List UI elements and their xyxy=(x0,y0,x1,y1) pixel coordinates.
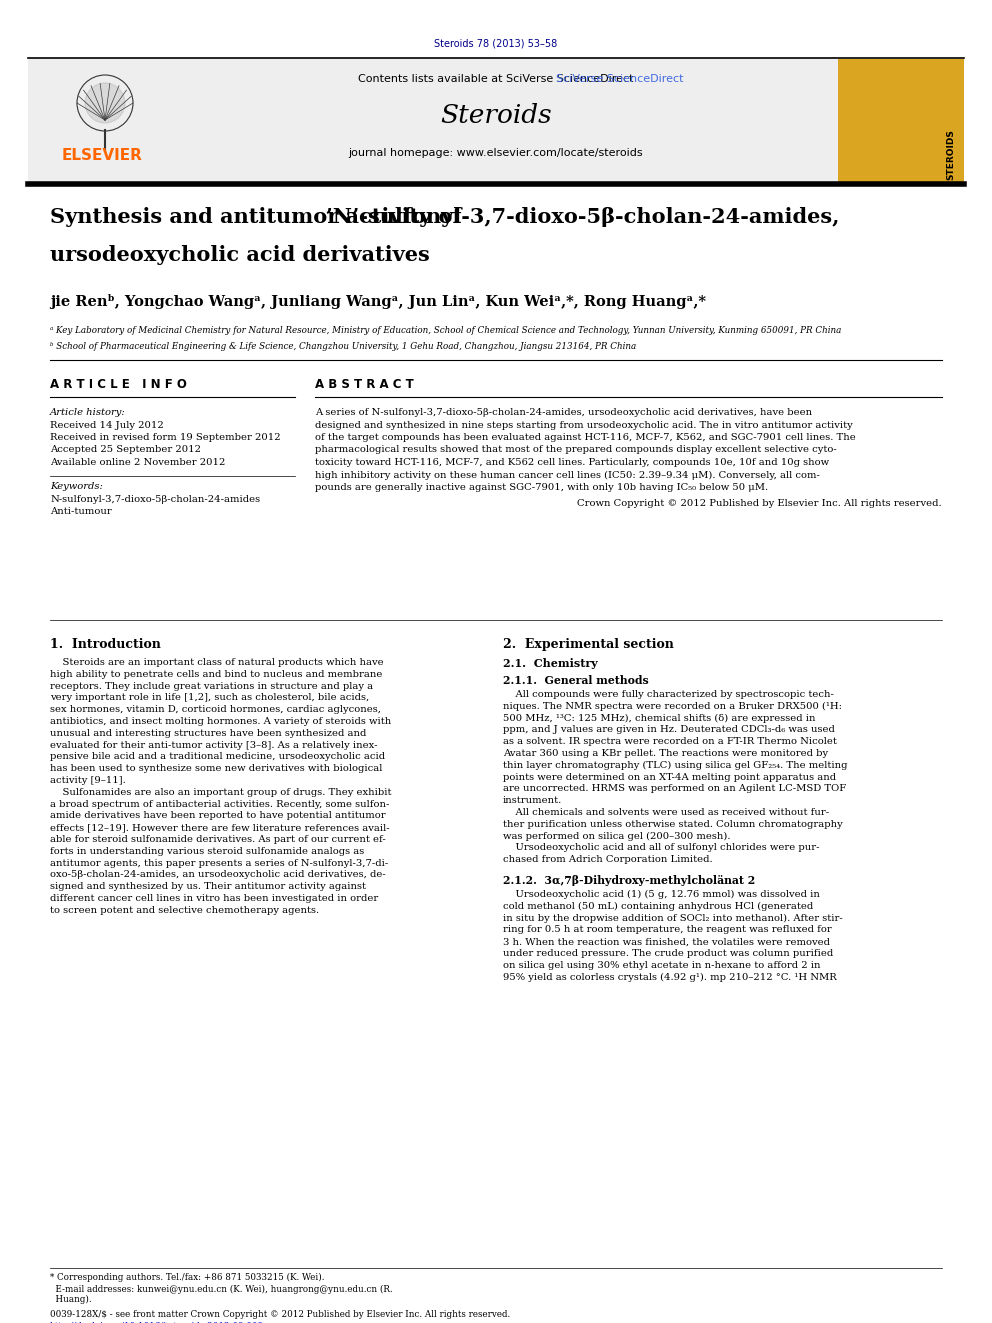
Text: Keywords:: Keywords: xyxy=(50,482,103,491)
Text: forts in understanding various steroid sulfonamide analogs as: forts in understanding various steroid s… xyxy=(50,847,364,856)
Text: amide derivatives have been reported to have potential antitumor: amide derivatives have been reported to … xyxy=(50,811,386,820)
Text: All chemicals and solvents were used as received without fur-: All chemicals and solvents were used as … xyxy=(503,808,829,818)
Text: Huang).: Huang). xyxy=(50,1295,91,1304)
Text: 1.  Introduction: 1. Introduction xyxy=(50,638,161,651)
Text: * Corresponding authors. Tel./fax: +86 871 5033215 (K. Wei).: * Corresponding authors. Tel./fax: +86 8… xyxy=(50,1273,324,1282)
Bar xyxy=(838,60,964,184)
Text: designed and synthesized in nine steps starting from ursodeoxycholic acid. The i: designed and synthesized in nine steps s… xyxy=(315,421,853,430)
Text: E-mail addresses: kunwei@ynu.edu.cn (K. Wei), huangrong@ynu.edu.cn (R.: E-mail addresses: kunwei@ynu.edu.cn (K. … xyxy=(50,1285,393,1294)
Text: to screen potent and selective chemotherapy agents.: to screen potent and selective chemother… xyxy=(50,906,319,914)
Text: antitumor agents, this paper presents a series of N-sulfonyl-3,7-di-: antitumor agents, this paper presents a … xyxy=(50,859,388,868)
Text: pensive bile acid and a traditional medicine, ursodeoxycholic acid: pensive bile acid and a traditional medi… xyxy=(50,753,385,762)
Text: Article history:: Article history: xyxy=(50,407,126,417)
Text: as a solvent. IR spectra were recorded on a FT-IR Thermo Nicolet: as a solvent. IR spectra were recorded o… xyxy=(503,737,837,746)
Text: journal homepage: www.elsevier.com/locate/steroids: journal homepage: www.elsevier.com/locat… xyxy=(348,148,644,157)
Text: Received 14 July 2012: Received 14 July 2012 xyxy=(50,421,164,430)
Text: Steroids 78 (2013) 53–58: Steroids 78 (2013) 53–58 xyxy=(434,38,558,48)
Bar xyxy=(28,60,964,184)
Text: 95% yield as colorless crystals (4.92 g¹). mp 210–212 °C. ¹H NMR: 95% yield as colorless crystals (4.92 g¹… xyxy=(503,972,836,982)
Text: cold methanol (50 mL) containing anhydrous HCl (generated: cold methanol (50 mL) containing anhydro… xyxy=(503,902,813,912)
Text: very important role in life [1,2], such as cholesterol, bile acids,: very important role in life [1,2], such … xyxy=(50,693,369,703)
Text: oxo-5β-cholan-24-amides, an ursodeoxycholic acid derivatives, de-: oxo-5β-cholan-24-amides, an ursodeoxycho… xyxy=(50,871,386,880)
Text: on silica gel using 30% ethyl acetate in n-hexane to afford 2 in: on silica gel using 30% ethyl acetate in… xyxy=(503,960,820,970)
Text: 2.1.  Chemistry: 2.1. Chemistry xyxy=(503,658,598,669)
Text: Contents lists available at SciVerse ScienceDirect: Contents lists available at SciVerse Sci… xyxy=(358,74,634,83)
Text: Ursodeoxycholic acid and all of sulfonyl chlorides were pur-: Ursodeoxycholic acid and all of sulfonyl… xyxy=(503,843,819,852)
Text: thin layer chromatography (TLC) using silica gel GF₂₅₄. The melting: thin layer chromatography (TLC) using si… xyxy=(503,761,847,770)
Text: Received in revised form 19 September 2012: Received in revised form 19 September 20… xyxy=(50,433,281,442)
Bar xyxy=(28,60,198,184)
Text: antibiotics, and insect molting hormones. A variety of steroids with: antibiotics, and insect molting hormones… xyxy=(50,717,391,726)
Text: unusual and interesting structures have been synthesized and: unusual and interesting structures have … xyxy=(50,729,366,738)
Text: STEROIDS: STEROIDS xyxy=(946,130,955,180)
Text: activity [9–11].: activity [9–11]. xyxy=(50,777,126,785)
Text: 2.1.1.  General methods: 2.1.1. General methods xyxy=(503,675,649,687)
Text: niques. The NMR spectra were recorded on a Bruker DRX500 (¹H:: niques. The NMR spectra were recorded on… xyxy=(503,701,842,710)
Text: sex hormones, vitamin D, corticoid hormones, cardiac aglycones,: sex hormones, vitamin D, corticoid hormo… xyxy=(50,705,381,714)
Text: high inhibitory activity on these human cancer cell lines (IC50: 2.39–9.34 μM). : high inhibitory activity on these human … xyxy=(315,471,819,480)
Text: A R T I C L E   I N F O: A R T I C L E I N F O xyxy=(50,378,186,392)
Text: 2.  Experimental section: 2. Experimental section xyxy=(503,638,674,651)
Text: Anti-tumour: Anti-tumour xyxy=(50,507,112,516)
Text: Synthesis and antitumor activity of: Synthesis and antitumor activity of xyxy=(50,206,469,228)
Text: effects [12–19]. However there are few literature references avail-: effects [12–19]. However there are few l… xyxy=(50,823,390,832)
Text: high ability to penetrate cells and bind to nucleus and membrane: high ability to penetrate cells and bind… xyxy=(50,669,382,679)
Text: chased from Adrich Corporation Limited.: chased from Adrich Corporation Limited. xyxy=(503,855,712,864)
Text: of the target compounds has been evaluated against HCT-116, MCF-7, K562, and SGC: of the target compounds has been evaluat… xyxy=(315,433,856,442)
Text: SciVerse ScienceDirect: SciVerse ScienceDirect xyxy=(557,74,683,83)
Text: toxicity toward HCT-116, MCF-7, and K562 cell lines. Particularly, compounds 10e: toxicity toward HCT-116, MCF-7, and K562… xyxy=(315,458,829,467)
Text: Ursodeoxycholic acid (1) (5 g, 12.76 mmol) was dissolved in: Ursodeoxycholic acid (1) (5 g, 12.76 mmo… xyxy=(503,890,819,900)
Text: 3 h. When the reaction was finished, the volatiles were removed: 3 h. When the reaction was finished, the… xyxy=(503,937,830,946)
Text: Steroids are an important class of natural products which have: Steroids are an important class of natur… xyxy=(50,658,384,667)
Text: 2.1.2.  3α,7β-Dihydroxy-methylcholänat 2: 2.1.2. 3α,7β-Dihydroxy-methylcholänat 2 xyxy=(503,875,755,886)
Text: 500 MHz, ¹³C: 125 MHz), chemical shifts (δ) are expressed in: 500 MHz, ¹³C: 125 MHz), chemical shifts … xyxy=(503,713,815,722)
Text: pharmacological results showed that most of the prepared compounds display excel: pharmacological results showed that most… xyxy=(315,446,836,455)
Text: ᵃ Key Laboratory of Medicinal Chemistry for Natural Resource, Ministry of Educat: ᵃ Key Laboratory of Medicinal Chemistry … xyxy=(50,325,841,335)
Text: A B S T R A C T: A B S T R A C T xyxy=(315,378,414,392)
Text: pounds are generally inactive against SGC-7901, with only 10b having IC₅₀ below : pounds are generally inactive against SG… xyxy=(315,483,768,492)
Text: instrument.: instrument. xyxy=(503,796,562,806)
Text: a broad spectrum of antibacterial activities. Recently, some sulfon-: a broad spectrum of antibacterial activi… xyxy=(50,799,390,808)
Text: ELSEVIER: ELSEVIER xyxy=(62,148,143,163)
Text: under reduced pressure. The crude product was column purified: under reduced pressure. The crude produc… xyxy=(503,949,833,958)
Text: ring for 0.5 h at room temperature, the reagent was refluxed for: ring for 0.5 h at room temperature, the … xyxy=(503,925,831,934)
Text: A series of N-sulfonyl-3,7-dioxo-5β-cholan-24-amides, ursodeoxycholic acid deriv: A series of N-sulfonyl-3,7-dioxo-5β-chol… xyxy=(315,407,812,417)
Text: Sulfonamides are also an important group of drugs. They exhibit: Sulfonamides are also an important group… xyxy=(50,787,392,796)
Text: jie Renᵇ, Yongchao Wangᵃ, Junliang Wangᵃ, Jun Linᵃ, Kun Weiᵃ,*, Rong Huangᵃ,*: jie Renᵇ, Yongchao Wangᵃ, Junliang Wangᵃ… xyxy=(50,294,706,310)
Text: N-sulfonyl-3,7-dioxo-5β-cholan-24-amides: N-sulfonyl-3,7-dioxo-5β-cholan-24-amides xyxy=(50,495,260,504)
Text: has been used to synthesize some new derivatives with biological: has been used to synthesize some new der… xyxy=(50,765,382,773)
Text: in situ by the dropwise addition of SOCl₂ into methanol). After stir-: in situ by the dropwise addition of SOCl… xyxy=(503,914,843,922)
Text: able for steroid sulfonamide derivatives. As part of our current ef-: able for steroid sulfonamide derivatives… xyxy=(50,835,386,844)
Text: Available online 2 November 2012: Available online 2 November 2012 xyxy=(50,458,225,467)
Text: points were determined on an XT-4A melting point apparatus and: points were determined on an XT-4A melti… xyxy=(503,773,836,782)
Text: ursodeoxycholic acid derivatives: ursodeoxycholic acid derivatives xyxy=(50,245,430,265)
Text: receptors. They include great variations in structure and play a: receptors. They include great variations… xyxy=(50,681,373,691)
Text: signed and synthesized by us. Their antitumor activity against: signed and synthesized by us. Their anti… xyxy=(50,882,366,892)
Text: Avatar 360 using a KBr pellet. The reactions were monitored by: Avatar 360 using a KBr pellet. The react… xyxy=(503,749,828,758)
Text: ’N’-sulfonyl-3,7-dioxo-5β-cholan-24-amides,: ’N’-sulfonyl-3,7-dioxo-5β-cholan-24-amid… xyxy=(50,206,839,228)
Text: Steroids: Steroids xyxy=(440,103,552,128)
Text: ppm, and J values are given in Hz. Deuterated CDCl₃-d₆ was used: ppm, and J values are given in Hz. Deute… xyxy=(503,725,835,734)
Circle shape xyxy=(85,83,125,123)
Text: Crown Copyright © 2012 Published by Elsevier Inc. All rights reserved.: Crown Copyright © 2012 Published by Else… xyxy=(577,500,942,508)
Text: are uncorrected. HRMS was performed on an Agilent LC-MSD TOF: are uncorrected. HRMS was performed on a… xyxy=(503,785,846,794)
Text: ᵇ School of Pharmaceutical Engineering & Life Science, Changzhou University, 1 G: ᵇ School of Pharmaceutical Engineering &… xyxy=(50,343,636,351)
Text: All compounds were fully characterized by spectroscopic tech-: All compounds were fully characterized b… xyxy=(503,691,834,699)
Text: Accepted 25 September 2012: Accepted 25 September 2012 xyxy=(50,446,201,455)
Text: ther purification unless otherwise stated. Column chromatography: ther purification unless otherwise state… xyxy=(503,820,843,828)
Text: 0039-128X/$ - see front matter Crown Copyright © 2012 Published by Elsevier Inc.: 0039-128X/$ - see front matter Crown Cop… xyxy=(50,1310,510,1319)
Text: evaluated for their anti-tumor activity [3–8]. As a relatively inex-: evaluated for their anti-tumor activity … xyxy=(50,741,378,750)
Text: was performed on silica gel (200–300 mesh).: was performed on silica gel (200–300 mes… xyxy=(503,832,730,840)
Text: different cancer cell lines in vitro has been investigated in order: different cancer cell lines in vitro has… xyxy=(50,894,378,904)
